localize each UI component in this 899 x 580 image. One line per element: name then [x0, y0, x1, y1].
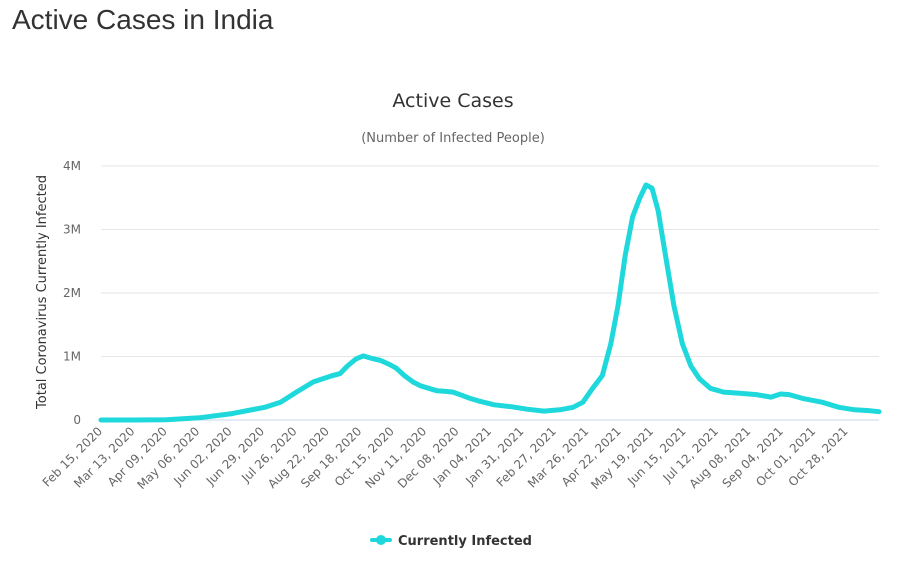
- series-line-currently-infected: [98, 182, 882, 423]
- legend-item-currently-infected[interactable]: Currently Infected: [398, 534, 532, 549]
- y-tick-label: 4M: [63, 159, 81, 173]
- gridlines: [101, 165, 879, 421]
- y-tick-label: 0: [73, 413, 81, 427]
- legend[interactable]: Currently Infected: [370, 534, 532, 549]
- y-axis-ticks: 0 1M 2M 3M 4M: [63, 159, 81, 427]
- chart-subtitle: (Number of Infected People): [361, 131, 545, 146]
- page-heading: Active Cases in India: [12, 4, 274, 35]
- y-axis-label: Total Coronavirus Currently Infected: [35, 175, 50, 410]
- y-tick-label: 2M: [63, 286, 81, 300]
- y-tick-label: 1M: [63, 350, 81, 364]
- chart-title: Active Cases: [392, 90, 513, 112]
- series: [98, 182, 882, 423]
- y-tick-label: 3M: [63, 223, 81, 237]
- legend-swatch-marker: [376, 535, 386, 545]
